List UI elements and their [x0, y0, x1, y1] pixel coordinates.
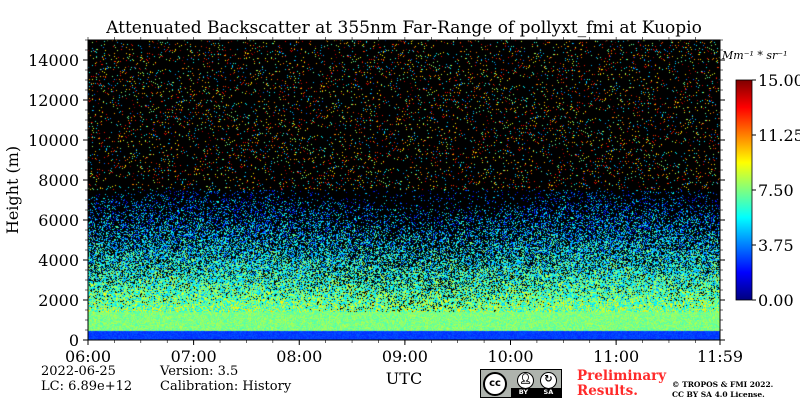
- x-tick-label: 09:00: [382, 347, 428, 366]
- colorbar-tick-label: 3.75: [758, 236, 794, 255]
- preliminary-line: Preliminary: [577, 368, 667, 384]
- colorbar: [735, 79, 753, 301]
- lidar-constant-label: LC: 6.89e+12: [41, 379, 133, 394]
- copyright: © TROPOS & FMI 2022. CC BY SA 4.0 Licens…: [672, 380, 773, 400]
- colorbar-tick-label: 7.50: [758, 181, 794, 200]
- x-tick-label: 08:00: [276, 347, 322, 366]
- y-axis: 0 2000 4000 6000 8000 10000 12000 14000: [28, 39, 725, 350]
- x-tick-label: 07:00: [171, 347, 217, 366]
- y-tick-label: 6000: [38, 211, 79, 230]
- preliminary-notice: Preliminary Results.: [577, 369, 666, 399]
- colorbar-tick-label: 11.25: [758, 126, 800, 145]
- y-tick-label: 12000: [28, 91, 79, 110]
- colorbar-unit: Mm⁻¹ * sr⁻¹: [721, 49, 788, 62]
- copyright-line-2: CC BY SA 4.0 License.: [672, 390, 765, 399]
- x-axis-label: UTC: [386, 369, 422, 388]
- x-tick-label: 06:00: [65, 347, 111, 366]
- date-label: 2022-06-25: [41, 364, 116, 379]
- cc-logo-icon: cc: [483, 372, 507, 396]
- x-axis: 06:00 07:00 08:00 09:00 10:00 11:00 11:59: [65, 37, 743, 366]
- y-tick-label: 8000: [38, 171, 79, 190]
- results-line: Results.: [577, 383, 638, 399]
- y-tick-label: 14000: [28, 51, 79, 70]
- colorbar-tick-label: 15.00: [758, 71, 800, 90]
- colorbar-tick-label: 0.00: [758, 291, 794, 310]
- cc-by-label: BY: [518, 388, 529, 396]
- cc-license-badge[interactable]: cc 👤︎ ↻ BY SA: [480, 369, 562, 398]
- y-tick-label: 4000: [38, 251, 79, 270]
- y-tick-label: 0: [69, 331, 79, 350]
- y-tick-label: 2000: [38, 291, 79, 310]
- y-tick-label: 10000: [28, 131, 79, 150]
- x-tick-label: 10:00: [487, 347, 533, 366]
- version-label: Version: 3.5: [160, 364, 239, 379]
- share-alike-icon: ↻: [540, 372, 557, 389]
- backscatter-heatmap: [88, 40, 720, 340]
- person-icon: 👤︎: [517, 372, 534, 389]
- colorbar-ticks: 0.00 3.75 7.50 11.25 15.00: [752, 71, 800, 310]
- y-axis-label: Height (m): [3, 146, 22, 234]
- x-tick-label: 11:00: [593, 347, 639, 366]
- x-tick-label: 11:59: [697, 347, 743, 366]
- calibration-label: Calibration: History: [160, 379, 292, 394]
- chart-title: Attenuated Backscatter at 355nm Far-Rang…: [105, 18, 702, 38]
- copyright-line-1: © TROPOS & FMI 2022.: [672, 380, 774, 389]
- cc-strip: BY SA: [511, 388, 561, 397]
- cc-sa-label: SA: [543, 388, 554, 396]
- heatmap-raster: [88, 40, 720, 340]
